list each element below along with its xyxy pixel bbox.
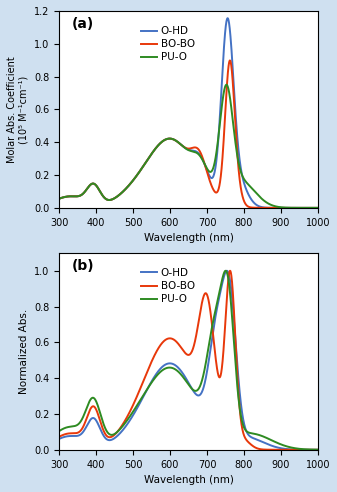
O-HD [261,204,265,210]
O-HD [57,196,61,202]
BO-BO [57,196,61,202]
PU-O [261,197,265,203]
PU-O [70,424,74,430]
O-HD [183,145,187,151]
O-HD [183,374,187,380]
BO-BO [176,340,180,346]
O-HD [308,447,312,453]
PU-O [316,447,320,453]
BO-BO [228,58,232,63]
BO-BO [57,434,61,440]
PU-O [183,145,187,151]
O-HD [316,205,320,211]
PU-O [308,205,312,211]
O-HD [225,15,229,21]
BO-BO [183,350,187,356]
O-HD [176,139,180,145]
PU-O [308,447,312,453]
Line: O-HD: O-HD [59,271,318,450]
Legend: O-HD, BO-BO, PU-O: O-HD, BO-BO, PU-O [137,264,199,308]
O-HD [225,268,229,274]
Text: (a): (a) [72,17,94,31]
Y-axis label: Normalized Abs.: Normalized Abs. [19,308,29,394]
PU-O [176,369,180,374]
Text: (b): (b) [72,259,95,273]
Line: BO-BO: BO-BO [59,61,318,208]
PU-O [308,447,312,453]
Line: BO-BO: BO-BO [59,271,318,450]
Line: PU-O: PU-O [59,271,318,450]
O-HD [308,447,312,453]
O-HD [70,433,74,439]
X-axis label: Wavelength (nm): Wavelength (nm) [144,233,234,243]
BO-BO [261,205,265,211]
BO-BO [316,447,320,453]
Line: O-HD: O-HD [59,18,318,208]
BO-BO [316,205,320,211]
O-HD [308,205,312,211]
BO-BO [183,145,187,151]
Y-axis label: Molar Abs. Coefficient
(10⁵ M⁻¹cm⁻¹): Molar Abs. Coefficient (10⁵ M⁻¹cm⁻¹) [7,56,29,163]
PU-O [183,376,187,382]
O-HD [57,436,61,442]
PU-O [224,82,228,88]
PU-O [57,428,61,434]
BO-BO [176,139,180,145]
BO-BO [70,430,74,436]
PU-O [57,196,61,202]
PU-O [70,193,74,199]
PU-O [308,205,312,211]
PU-O [176,139,180,145]
O-HD [176,365,180,370]
BO-BO [308,447,312,453]
BO-BO [308,447,312,453]
O-HD [70,193,74,199]
X-axis label: Wavelength (nm): Wavelength (nm) [144,475,234,485]
BO-BO [308,205,312,211]
O-HD [316,447,320,453]
BO-BO [228,268,232,274]
PU-O [316,205,320,211]
BO-BO [261,447,265,453]
O-HD [261,439,265,445]
BO-BO [308,205,312,211]
PU-O [223,268,227,274]
O-HD [308,205,312,211]
BO-BO [70,193,74,199]
PU-O [261,433,265,439]
Legend: O-HD, BO-BO, PU-O: O-HD, BO-BO, PU-O [137,22,199,66]
Line: PU-O: PU-O [59,85,318,208]
